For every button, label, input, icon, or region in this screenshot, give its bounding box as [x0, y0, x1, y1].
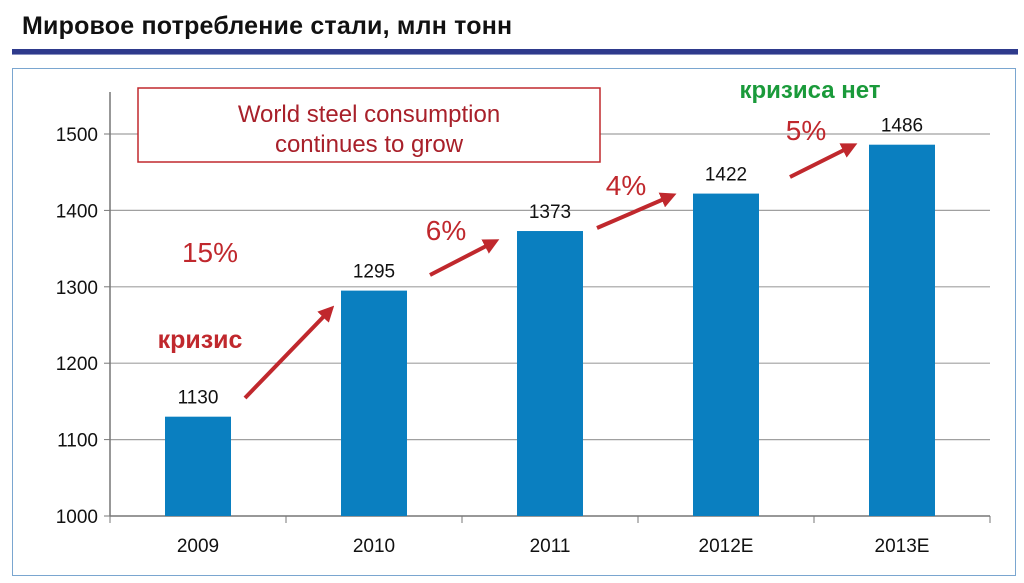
bar-2012E — [693, 193, 759, 517]
bar-2010 — [341, 290, 407, 516]
bar-2011 — [517, 231, 583, 516]
y-tick-label: 1200 — [56, 354, 98, 375]
annotation-box-line-1: World steel consumption — [238, 101, 500, 128]
crisis-label: кризис — [158, 326, 243, 354]
x-tick-label: 2012E — [699, 536, 754, 557]
growth-label-2011: 6% — [426, 215, 466, 246]
x-tick-label: 2010 — [353, 536, 395, 557]
y-tick-label: 1400 — [56, 201, 98, 222]
title-underline — [12, 49, 1018, 55]
x-tick-label: 2009 — [177, 536, 219, 557]
growth-arrow — [243, 305, 335, 400]
growth-arrow — [789, 143, 858, 179]
y-tick-label: 1300 — [56, 278, 98, 299]
chart-frame — [12, 68, 1016, 576]
growth-arrow — [429, 239, 500, 277]
data-label-2011: 1373 — [529, 202, 571, 223]
x-tick-label: 2013E — [875, 536, 930, 557]
no-crisis-label: кризиса нет — [739, 77, 880, 104]
chart-title: Мировое потребление стали, млн тонн — [22, 12, 513, 40]
bar-2009 — [165, 416, 231, 516]
y-tick-label: 1500 — [56, 125, 98, 146]
annotation-box — [137, 87, 601, 163]
growth-label-2012E: 4% — [606, 170, 646, 201]
y-tick-label: 1100 — [57, 431, 98, 452]
data-label-2010: 1295 — [353, 262, 395, 283]
growth-label-2013E: 5% — [786, 115, 826, 146]
data-label-2013E: 1486 — [881, 116, 923, 137]
annotation-box-line-2: continues to grow — [275, 131, 464, 158]
growth-label-2010: 15% — [182, 237, 238, 268]
x-tick-label: 2011 — [530, 536, 571, 557]
data-label-2009: 1130 — [178, 388, 219, 409]
data-label-2012E: 1422 — [705, 165, 747, 186]
bar-2013E — [869, 144, 935, 517]
growth-arrow — [596, 192, 677, 230]
y-tick-label: 1000 — [56, 507, 98, 528]
